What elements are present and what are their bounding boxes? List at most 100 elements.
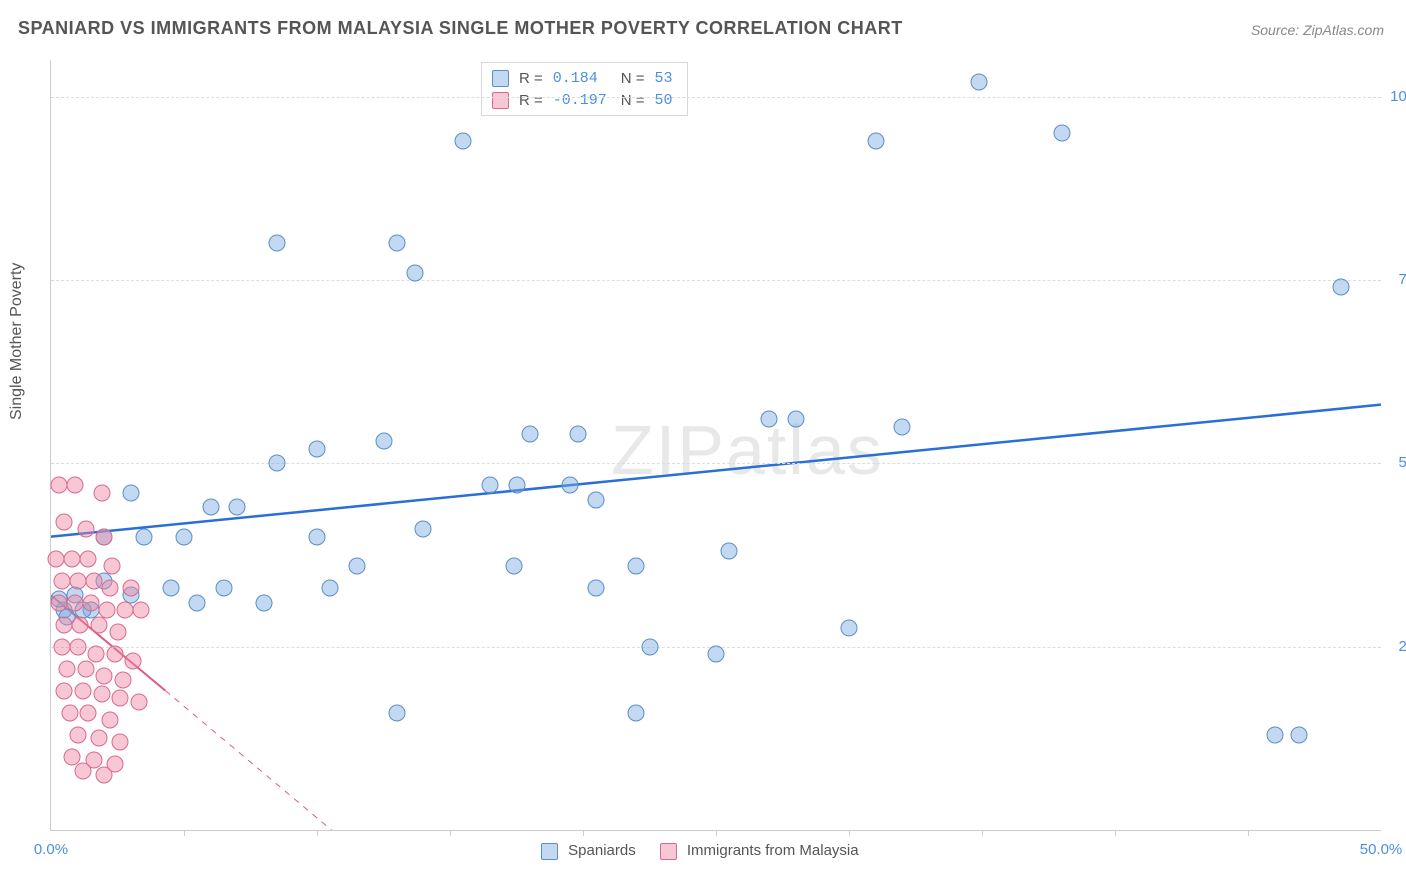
data-point-spaniards [309,440,326,457]
data-point-malaysia [114,671,131,688]
data-point-malaysia [106,646,123,663]
gridline [51,280,1381,281]
data-point-spaniards [561,477,578,494]
data-point-malaysia [90,730,107,747]
x-tick-mark [849,830,850,836]
data-point-malaysia [122,580,139,597]
data-point-spaniards [269,235,286,252]
legend-label-malaysia: Immigrants from Malaysia [687,842,859,859]
r-value-malaysia: -0.197 [553,92,611,109]
data-point-spaniards [481,477,498,494]
correlation-legend: R = 0.184 N = 53 R = -0.197 N = 50 [481,62,688,116]
y-tick-label: 75.0% [1386,271,1406,288]
data-point-malaysia [104,558,121,575]
data-point-malaysia [61,704,78,721]
data-point-spaniards [569,426,586,443]
data-point-malaysia [69,726,86,743]
x-tick-mark [982,830,983,836]
data-point-malaysia [58,660,75,677]
x-tick-mark [184,830,185,836]
legend-item-spaniards: Spaniards [541,842,636,860]
n-value-spaniards: 53 [655,70,673,87]
r-label: R = [519,92,543,109]
data-point-spaniards [1333,279,1350,296]
data-point-malaysia [112,734,129,751]
data-point-malaysia [69,572,86,589]
data-point-malaysia [50,594,67,611]
data-point-malaysia [85,572,102,589]
data-point-malaysia [90,616,107,633]
data-point-spaniards [122,484,139,501]
data-point-malaysia [56,682,73,699]
legend-swatch-spaniards [541,843,558,860]
data-point-malaysia [48,550,65,567]
legend-swatch-malaysia [492,92,509,109]
data-point-malaysia [96,767,113,784]
data-point-spaniards [1053,125,1070,142]
data-point-malaysia [74,763,91,780]
y-tick-label: 50.0% [1386,454,1406,471]
x-tick-mark [1115,830,1116,836]
data-point-spaniards [721,543,738,560]
x-tick-mark [450,830,451,836]
data-point-malaysia [77,521,94,538]
data-point-malaysia [82,594,99,611]
watermark: ZIPatlas [611,410,884,490]
x-tick-label: 0.0% [34,841,68,858]
data-point-malaysia [93,686,110,703]
y-tick-label: 25.0% [1386,638,1406,655]
data-point-malaysia [80,704,97,721]
data-point-spaniards [176,528,193,545]
n-value-malaysia: 50 [655,92,673,109]
data-point-malaysia [80,550,97,567]
data-point-malaysia [66,477,83,494]
data-point-spaniards [505,558,522,575]
legend-swatch-malaysia [660,843,677,860]
data-point-spaniards [628,558,645,575]
data-point-malaysia [133,602,150,619]
data-point-spaniards [375,433,392,450]
x-tick-mark [716,830,717,836]
data-point-spaniards [162,580,179,597]
trend-lines [51,60,1381,830]
data-point-spaniards [588,492,605,509]
n-label: N = [621,70,645,87]
data-point-spaniards [641,638,658,655]
data-point-spaniards [971,74,988,91]
legend-row-malaysia: R = -0.197 N = 50 [492,89,673,111]
data-point-spaniards [269,455,286,472]
data-point-malaysia [64,748,81,765]
data-point-malaysia [96,528,113,545]
data-point-malaysia [53,638,70,655]
data-point-spaniards [322,580,339,597]
data-point-spaniards [628,704,645,721]
data-point-spaniards [1266,726,1283,743]
data-point-malaysia [101,712,118,729]
r-value-spaniards: 0.184 [553,70,611,87]
data-point-malaysia [74,682,91,699]
data-point-spaniards [215,580,232,597]
data-point-spaniards [455,132,472,149]
data-point-malaysia [66,594,83,611]
data-point-spaniards [588,580,605,597]
data-point-spaniards [255,594,272,611]
x-tick-mark [583,830,584,836]
data-point-spaniards [388,235,405,252]
data-point-spaniards [761,411,778,428]
data-point-malaysia [112,690,129,707]
y-axis-label: Single Mother Poverty [8,263,26,420]
data-point-spaniards [415,521,432,538]
data-point-spaniards [407,264,424,281]
data-point-spaniards [189,594,206,611]
data-point-spaniards [787,411,804,428]
data-point-malaysia [77,660,94,677]
gridline [51,463,1381,464]
legend-swatch-spaniards [492,70,509,87]
r-label: R = [519,70,543,87]
data-point-malaysia [101,580,118,597]
data-point-malaysia [93,484,110,501]
data-point-spaniards [841,620,858,637]
data-point-spaniards [348,558,365,575]
legend-label-spaniards: Spaniards [568,842,636,859]
n-label: N = [621,92,645,109]
